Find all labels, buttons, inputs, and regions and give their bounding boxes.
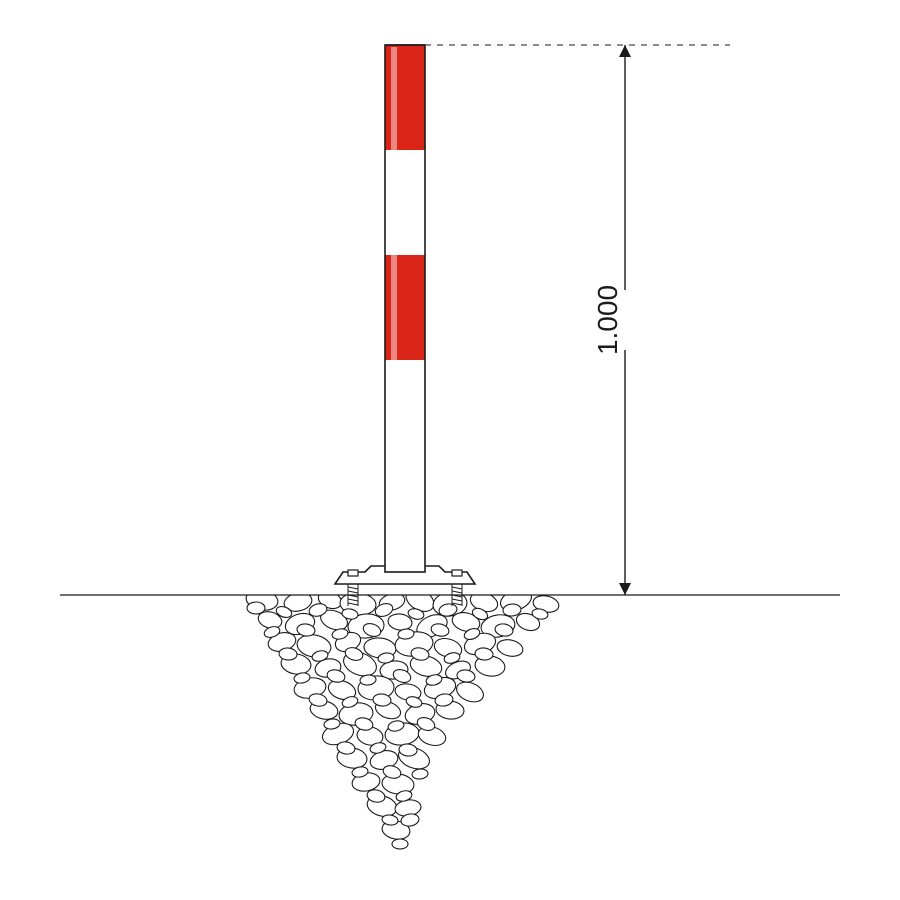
anchor-nut [348,570,358,576]
bollard-post [385,45,425,572]
dim-label: 1.000 [592,285,623,355]
gravel-stone [392,839,408,849]
canvas-bg [0,0,900,900]
gravel-stone [247,602,265,614]
post-highlight [391,47,397,570]
anchor-nut [452,570,462,576]
